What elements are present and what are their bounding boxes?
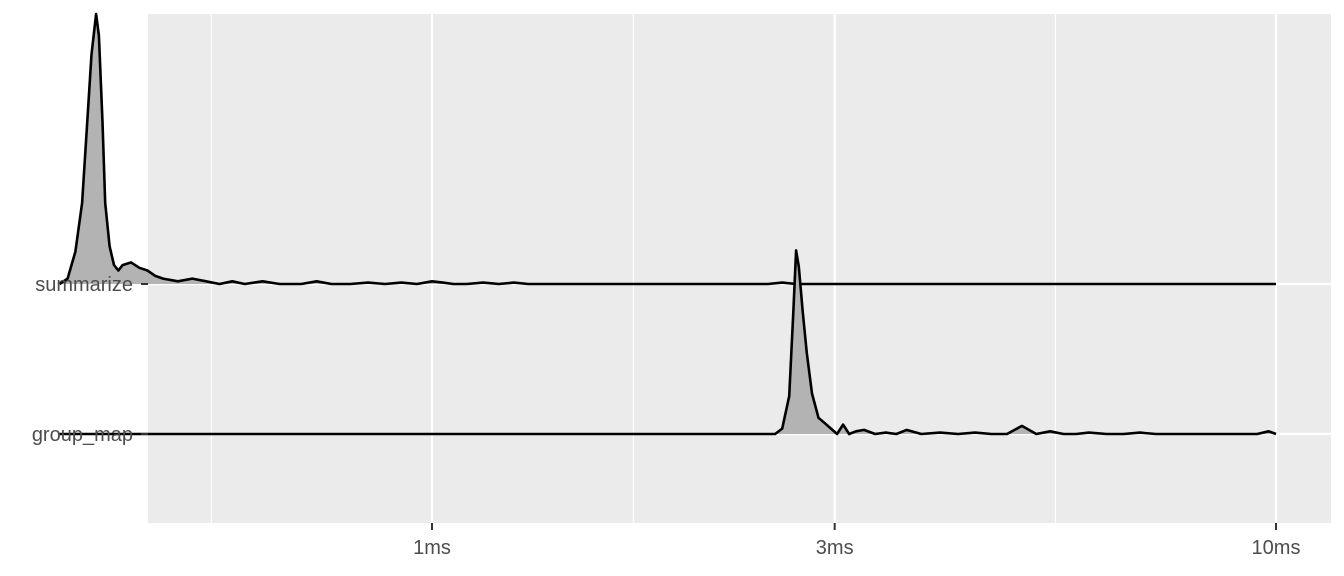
- x-tick-label: 3ms: [816, 537, 854, 559]
- x-axis: 1ms 3ms 10ms: [413, 523, 1300, 559]
- y-tick-label: group_map: [32, 424, 133, 446]
- x-tick-label: 1ms: [413, 537, 451, 559]
- plot-panel: [148, 14, 1331, 523]
- ridge-group-map: [59, 249, 1277, 436]
- ridge-line: [59, 249, 1277, 436]
- ridge-line: [58, 12, 1276, 286]
- x-tick-label: 10ms: [1252, 537, 1301, 559]
- density-ridges: [58, 12, 1277, 436]
- minor-gridlines: [210, 14, 1056, 523]
- y-tick-label: summarize: [35, 274, 133, 296]
- y-axis: summarize group_map: [32, 274, 148, 446]
- ridge-summarize: [58, 12, 1277, 286]
